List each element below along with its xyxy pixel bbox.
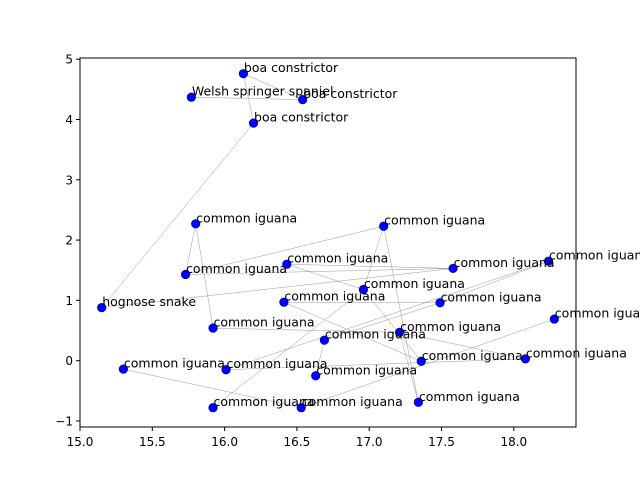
node-label: boa constrictor <box>244 60 339 75</box>
node-label: common iguana <box>325 327 426 342</box>
edge-line <box>399 332 526 360</box>
node-point <box>208 323 218 333</box>
nodes-layer <box>97 69 559 413</box>
node-point <box>191 219 201 229</box>
edge-line <box>286 263 364 290</box>
node-label: common iguana <box>549 248 640 263</box>
node-point <box>97 303 107 313</box>
y-tick-label: 0 <box>65 354 73 368</box>
node-point <box>543 256 554 266</box>
edge-line <box>213 327 400 333</box>
node-point <box>118 364 128 374</box>
x-tick-label: 16.5 <box>284 435 311 449</box>
edge-line <box>363 226 384 290</box>
edge-line <box>185 225 384 275</box>
edge-line <box>383 226 419 403</box>
node-label: common iguana <box>400 319 501 334</box>
x-axis: 15.0 15.5 16.0 16.5 17.0 17.5 18.0 <box>67 427 527 449</box>
edge-line <box>324 302 441 341</box>
node-label: common iguana <box>287 251 388 266</box>
edge-line <box>315 340 325 376</box>
edge-line <box>283 301 441 304</box>
y-tick-label: 5 <box>65 53 73 67</box>
edge-line <box>399 332 419 403</box>
edge-line <box>225 260 549 370</box>
node-point <box>520 354 530 364</box>
node-label: common iguana <box>196 210 297 225</box>
x-tick-label: 17.0 <box>356 435 383 449</box>
y-tick-label: 1 <box>65 294 73 308</box>
edge-line <box>301 318 555 408</box>
node-point <box>186 92 196 102</box>
edge-line <box>283 301 422 362</box>
edge-line <box>191 96 303 100</box>
node-label: common iguana <box>555 306 640 321</box>
node-point <box>279 297 289 307</box>
x-tick-label: 18.0 <box>500 435 527 449</box>
edge-line <box>363 289 422 362</box>
node-point <box>282 259 292 269</box>
node-label: common iguana <box>284 289 385 304</box>
node-label: common iguana <box>214 394 315 409</box>
node-point <box>180 269 191 280</box>
y-axis: −1 0 1 2 3 4 5 <box>55 53 80 428</box>
node-point <box>448 263 458 274</box>
node-point <box>248 118 259 128</box>
y-tick-label: −1 <box>55 414 73 428</box>
node-label: boa constrictor <box>254 110 349 125</box>
edge-line <box>101 122 254 308</box>
node-point <box>379 221 389 231</box>
edge-line <box>226 358 526 370</box>
x-tick-label: 16.0 <box>211 435 238 449</box>
node-point <box>311 371 321 381</box>
edge-line <box>195 223 214 329</box>
node-label: hognose snake <box>102 294 196 309</box>
node-label: common iguana <box>124 356 225 371</box>
y-tick-label: 2 <box>65 234 73 248</box>
node-point <box>298 95 308 105</box>
y-tick-label: 4 <box>65 113 73 127</box>
node-label: common iguana <box>419 389 520 404</box>
edge-line <box>185 268 454 275</box>
edge-line <box>185 223 196 275</box>
x-tick-label: 15.0 <box>67 435 94 449</box>
node-point <box>435 298 445 308</box>
axes-frame <box>79 57 577 428</box>
node-point <box>413 397 423 407</box>
node-point <box>238 69 249 79</box>
edge-line <box>439 260 549 304</box>
node-point <box>358 284 369 295</box>
node-label: common iguana <box>422 348 523 363</box>
node-label: boa constrictor <box>303 86 398 101</box>
node-label: common iguana <box>384 213 485 228</box>
node-label: Welsh springer spaniel <box>192 84 334 99</box>
node-label: common iguana <box>364 276 465 291</box>
edge-line <box>123 368 302 408</box>
node-label: common iguana <box>186 261 287 276</box>
edge-line <box>101 268 454 308</box>
node-point <box>549 314 559 324</box>
node-label: common iguana <box>454 255 555 270</box>
y-tick-label: 3 <box>65 173 73 187</box>
edges-layer <box>101 73 555 408</box>
node-label: common iguana <box>302 394 403 409</box>
x-tick-label: 17.5 <box>428 435 455 449</box>
node-point <box>319 335 329 345</box>
node-label: common iguana <box>441 289 542 304</box>
node-label: common iguana <box>316 362 417 377</box>
edge-line <box>243 73 303 100</box>
edge-line <box>286 263 454 269</box>
x-tick-label: 15.5 <box>139 435 166 449</box>
node-label: common iguana <box>227 356 328 371</box>
node-point <box>208 403 218 413</box>
node-point <box>296 403 306 413</box>
node-point <box>416 356 426 366</box>
node-point <box>394 327 405 337</box>
node-point <box>221 365 231 375</box>
node-label: common iguana <box>214 315 315 330</box>
